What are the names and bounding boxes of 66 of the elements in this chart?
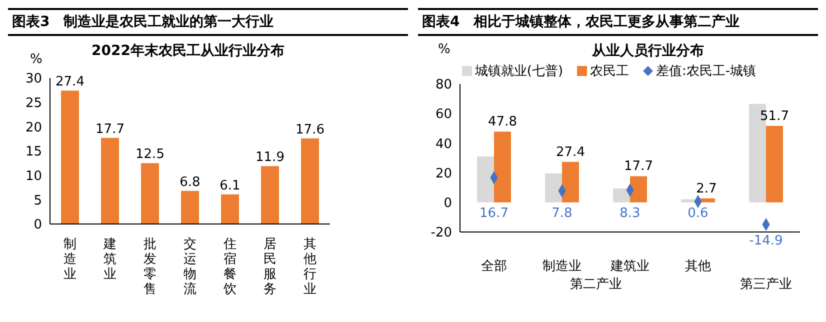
bar (141, 163, 159, 224)
y-tick-label: 30 (25, 72, 42, 87)
x-tick-label: 交运物流 (184, 236, 196, 297)
y-tick-label: 0 (444, 196, 452, 212)
chart-subtitle: 从业人员行业分布 (590, 42, 705, 60)
bar (221, 194, 239, 224)
bar (766, 126, 783, 202)
y-axis-title: % (30, 52, 42, 67)
data-label: 47.8 (488, 114, 517, 130)
data-label: 7.8 (552, 206, 572, 221)
data-label: 0.6 (688, 206, 708, 221)
y-tick-label: 0 (34, 218, 42, 233)
y-tick-label: 80 (435, 78, 452, 93)
x-tick-label: 批发零售 (144, 237, 156, 297)
data-label: -14.9 (749, 233, 783, 248)
x-tick-label: 全部 (481, 259, 507, 274)
data-label: 6.1 (220, 178, 240, 194)
text: 第三产业 (740, 277, 792, 292)
data-label: 27.4 (556, 144, 585, 160)
legend-label: 差值:农民工-城镇 (656, 63, 756, 80)
data-label: 16.7 (480, 206, 508, 221)
bar (630, 176, 647, 202)
y-tick-label: 15 (25, 144, 42, 160)
data-label: 11.9 (256, 150, 284, 166)
x-tick-label: 制造业 (542, 259, 582, 274)
data-label: 27.4 (56, 74, 84, 90)
x-tick-label: 建筑业 (610, 259, 650, 274)
data-label: 12.5 (136, 147, 164, 162)
data-label: 51.7 (760, 108, 789, 124)
y-tick-label: 60 (435, 107, 452, 122)
legend-label: 农民工 (590, 63, 630, 80)
bar (477, 156, 494, 202)
y-tick-label: 20 (435, 166, 452, 182)
bar (181, 190, 199, 224)
bar (61, 90, 79, 224)
data-label: 17.7 (96, 122, 124, 137)
y-tick-label: 25 (25, 96, 42, 111)
x-tick-label: 其他行业 (304, 237, 316, 297)
text: 第二产业 (570, 277, 622, 292)
bar (562, 162, 579, 202)
chart-title: 图表3 制造业是农民工就业的第一大行业 (8, 8, 408, 36)
data-label: 17.6 (296, 122, 324, 138)
bar (494, 132, 511, 202)
data-label: 17.7 (624, 159, 653, 174)
y-tick-label: -20 (430, 226, 452, 241)
x-tick-label: 建筑业 (102, 237, 116, 282)
data-label: 6.8 (180, 174, 200, 190)
bar (101, 138, 119, 224)
bar (613, 188, 630, 202)
y-tick-label: 10 (25, 168, 42, 184)
data-label: 8.3 (620, 206, 640, 221)
legend-label: 城镇就业(七普) (474, 62, 564, 80)
bar (261, 166, 279, 224)
bar (545, 173, 562, 202)
y-tick-label: 20 (25, 120, 42, 136)
data-label: 2.7 (696, 181, 717, 196)
y-tick-label: 40 (435, 136, 452, 152)
x-tick-label: 其他 (685, 259, 711, 274)
x-tick-label: 住宿餐饮 (222, 237, 236, 297)
chart-subtitle: 2022年末农民工从业行业分布 (90, 42, 286, 60)
y-tick-label: 5 (34, 193, 42, 208)
x-tick-label: 居民服务 (264, 237, 276, 297)
y-axis-title: % (438, 42, 450, 57)
x-tick-label: 制造业 (64, 237, 76, 282)
chart-title: 图表4 相比于城镇整体，农民工更多从事第二产业 (418, 8, 818, 36)
bar (301, 138, 319, 224)
